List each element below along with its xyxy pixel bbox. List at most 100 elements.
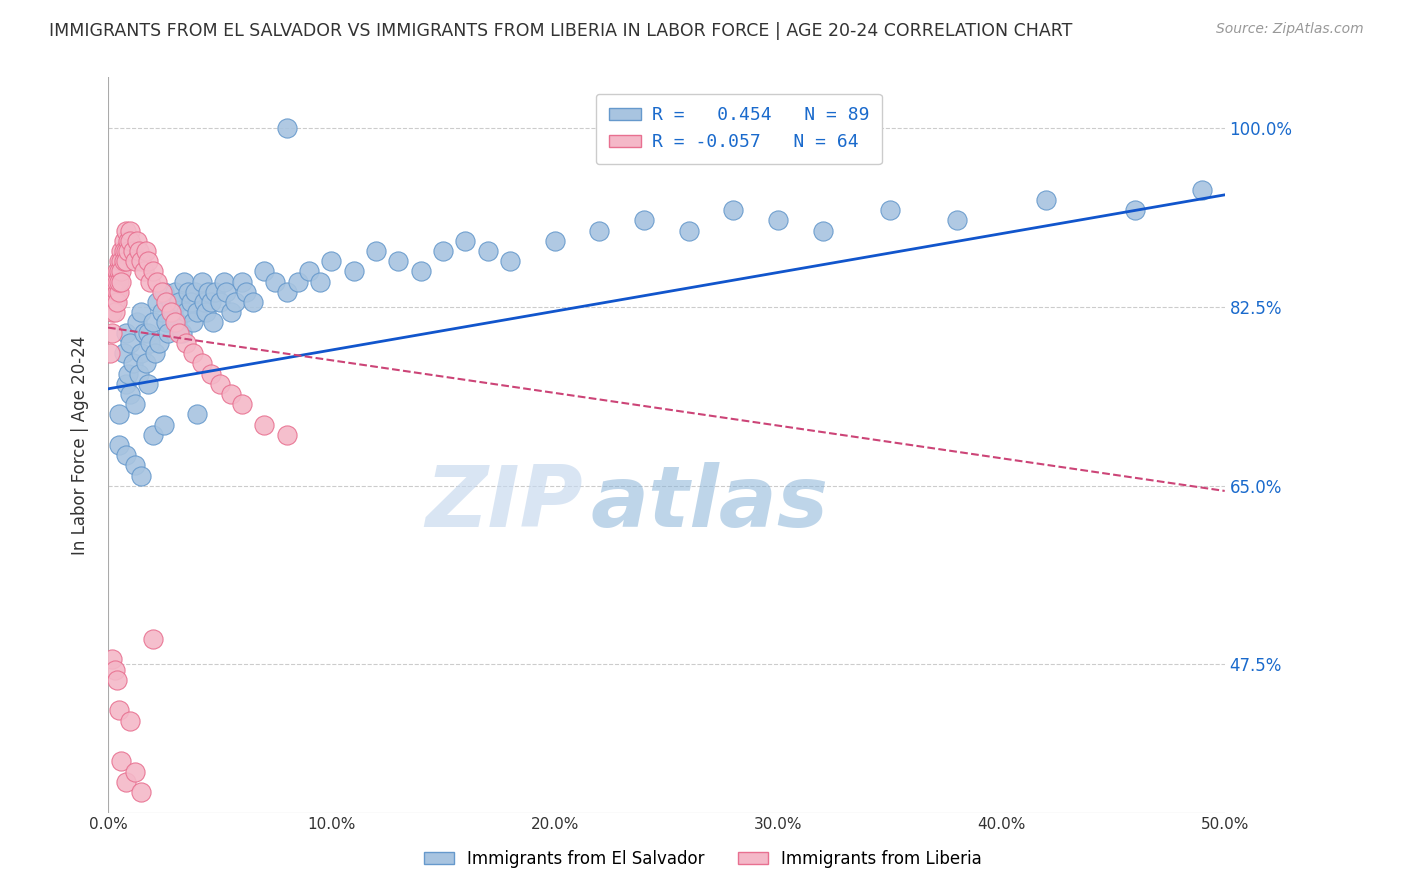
Point xyxy=(193,295,215,310)
Point xyxy=(253,264,276,278)
Point xyxy=(101,305,124,319)
Point xyxy=(153,417,176,432)
Point xyxy=(110,755,132,769)
Point xyxy=(723,203,745,218)
Point xyxy=(200,367,222,381)
Point xyxy=(132,326,155,340)
Point xyxy=(276,121,298,136)
Point xyxy=(124,397,146,411)
Point xyxy=(108,703,131,717)
Point xyxy=(105,285,128,299)
Point xyxy=(117,244,139,258)
Point xyxy=(200,295,222,310)
Point xyxy=(170,326,193,340)
Point xyxy=(177,285,200,299)
Point xyxy=(131,254,153,268)
Point xyxy=(633,213,655,227)
Y-axis label: In Labor Force | Age 20-24: In Labor Force | Age 20-24 xyxy=(72,335,89,555)
Point xyxy=(131,305,153,319)
Point xyxy=(208,295,231,310)
Point xyxy=(811,224,834,238)
Point xyxy=(120,714,142,728)
Point xyxy=(105,673,128,687)
Point xyxy=(181,316,204,330)
Point xyxy=(454,234,477,248)
Point xyxy=(115,254,138,268)
Point xyxy=(150,305,173,319)
Point xyxy=(276,285,298,299)
Point xyxy=(143,346,166,360)
Point xyxy=(364,244,387,258)
Point xyxy=(120,335,142,350)
Point xyxy=(136,376,159,391)
Point xyxy=(231,397,253,411)
Point xyxy=(110,244,132,258)
Point xyxy=(945,213,967,227)
Point xyxy=(125,316,148,330)
Point xyxy=(121,244,143,258)
Point xyxy=(1035,193,1057,207)
Point xyxy=(343,264,366,278)
Point xyxy=(219,387,242,401)
Point xyxy=(224,295,246,310)
Point xyxy=(139,335,162,350)
Point xyxy=(159,305,181,319)
Point xyxy=(219,305,242,319)
Point xyxy=(163,316,186,330)
Point xyxy=(155,295,177,310)
Point xyxy=(197,285,219,299)
Point xyxy=(678,224,700,238)
Point xyxy=(879,203,901,218)
Point xyxy=(136,254,159,268)
Point xyxy=(174,335,197,350)
Point xyxy=(132,264,155,278)
Point xyxy=(115,224,138,238)
Point xyxy=(157,326,180,340)
Point xyxy=(120,387,142,401)
Point xyxy=(135,244,157,258)
Point xyxy=(104,663,127,677)
Point xyxy=(264,275,287,289)
Point xyxy=(180,295,202,310)
Point xyxy=(253,417,276,432)
Point xyxy=(121,356,143,370)
Point xyxy=(142,632,165,646)
Point xyxy=(159,295,181,310)
Point xyxy=(212,275,235,289)
Point xyxy=(298,264,321,278)
Point xyxy=(128,244,150,258)
Text: IMMIGRANTS FROM EL SALVADOR VS IMMIGRANTS FROM LIBERIA IN LABOR FORCE | AGE 20-2: IMMIGRANTS FROM EL SALVADOR VS IMMIGRANT… xyxy=(49,22,1073,40)
Point xyxy=(105,275,128,289)
Text: ZIP: ZIP xyxy=(425,462,582,545)
Point xyxy=(231,275,253,289)
Point xyxy=(115,244,138,258)
Point xyxy=(108,285,131,299)
Point xyxy=(174,305,197,319)
Point xyxy=(101,652,124,666)
Point xyxy=(287,275,309,289)
Point xyxy=(104,305,127,319)
Point xyxy=(181,346,204,360)
Point xyxy=(215,285,238,299)
Point xyxy=(142,264,165,278)
Point xyxy=(131,346,153,360)
Point xyxy=(142,427,165,442)
Point xyxy=(117,367,139,381)
Point xyxy=(112,346,135,360)
Point xyxy=(235,285,257,299)
Point xyxy=(136,326,159,340)
Point xyxy=(131,468,153,483)
Point xyxy=(104,285,127,299)
Point xyxy=(139,275,162,289)
Point xyxy=(169,326,191,340)
Point xyxy=(112,244,135,258)
Point xyxy=(173,275,195,289)
Point xyxy=(108,264,131,278)
Point xyxy=(162,305,184,319)
Point xyxy=(124,764,146,779)
Point xyxy=(124,458,146,473)
Point xyxy=(1191,183,1213,197)
Point xyxy=(186,408,208,422)
Point xyxy=(432,244,454,258)
Point xyxy=(108,254,131,268)
